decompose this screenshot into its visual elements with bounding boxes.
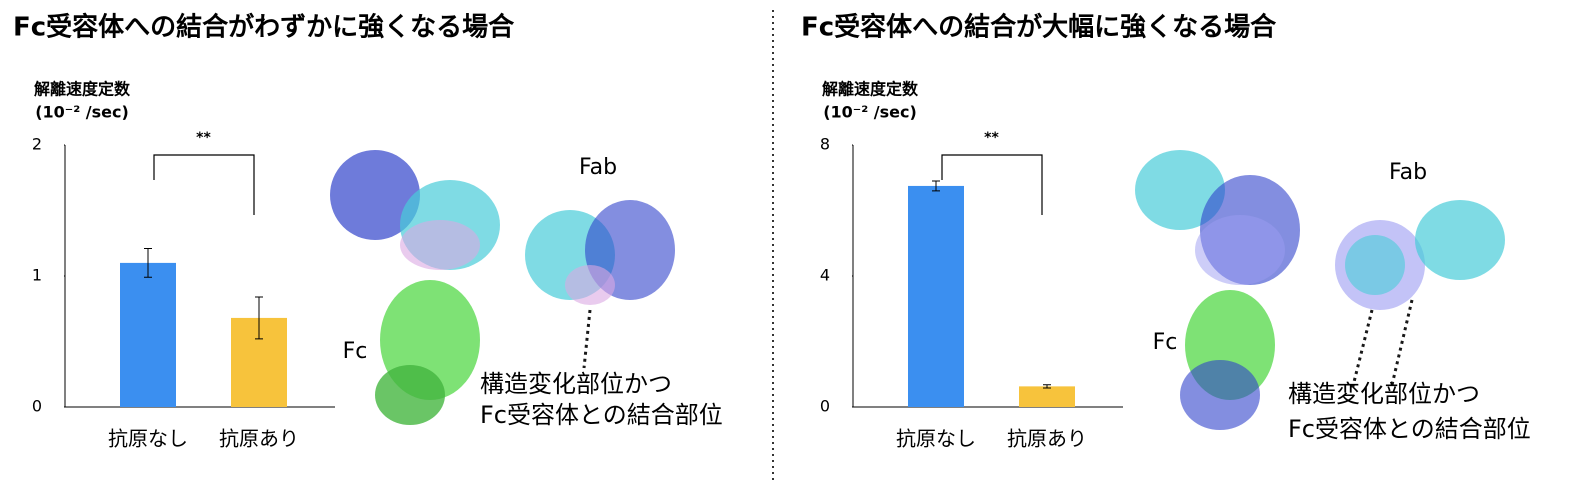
y-tick-label: 0 [820,397,830,416]
bar [1019,386,1075,407]
y-tick-label: 0 [32,397,42,416]
y-axis-label: (10⁻² /sec) [823,103,917,122]
x-tick-label: 抗原あり [1007,427,1087,451]
error-bar [255,296,263,340]
protein-structure [1135,150,1505,430]
error-bar [932,180,940,192]
bar [908,185,964,407]
y-tick-label: 1 [32,266,42,285]
significance-label: ** [196,130,211,146]
annotation: 構造変化部位かつ [480,370,672,398]
annotation: Fab [1389,160,1427,185]
y-tick-label: 2 [32,135,42,154]
y-tick-label: 4 [820,266,830,285]
y-axis-label: (10⁻² /sec) [35,103,129,122]
annotation: Fc受容体との結合部位 [1288,415,1531,443]
annotation: Fab [579,155,617,180]
significance-label: ** [984,130,999,146]
error-bar [1043,384,1051,389]
significance-bracket [153,154,255,215]
significance-bracket [941,154,1043,215]
bar [120,262,176,407]
protein-structure [330,150,675,425]
annotation: Fc [343,339,368,364]
x-tick-label: 抗原あり [219,427,299,451]
annotation: Fc受容体との結合部位 [480,401,723,429]
chart-title: Fc受容体への結合が大幅に強くなる場合 [801,12,1277,43]
annotation: Fc [1153,330,1178,355]
y-axis-label: 解離速度定数 [822,80,919,99]
x-tick-label: 抗原なし [896,427,976,451]
chart-title: Fc受容体への結合がわずかに強くなる場合 [13,12,515,43]
y-axis-label: 解離速度定数 [34,80,131,99]
x-tick-label: 抗原なし [108,427,188,451]
annotation: 構造変化部位かつ [1288,380,1480,408]
error-bar [144,247,152,278]
y-tick-label: 8 [820,135,830,154]
